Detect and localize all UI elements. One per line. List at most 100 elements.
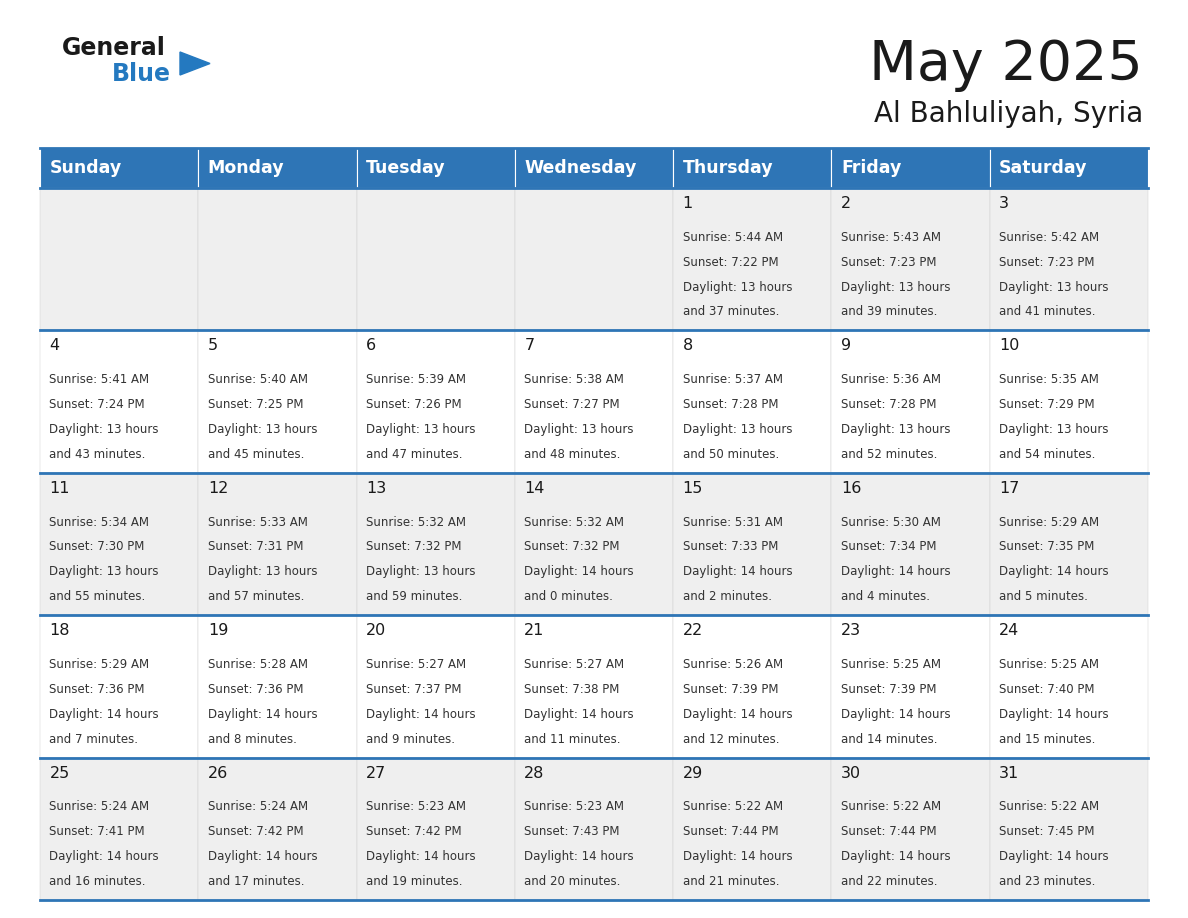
Text: Sunrise: 5:23 AM: Sunrise: 5:23 AM [366,800,466,813]
Text: Sunset: 7:43 PM: Sunset: 7:43 PM [524,825,620,838]
Text: and 9 minutes.: and 9 minutes. [366,733,455,745]
Text: Sunrise: 5:25 AM: Sunrise: 5:25 AM [841,658,941,671]
Text: 18: 18 [50,623,70,638]
Text: Sunrise: 5:44 AM: Sunrise: 5:44 AM [683,230,783,243]
Text: Daylight: 14 hours: Daylight: 14 hours [683,850,792,863]
Bar [356,188,514,330]
Text: and 50 minutes.: and 50 minutes. [683,448,779,461]
Text: Sunset: 7:39 PM: Sunset: 7:39 PM [683,683,778,696]
Text: Sunrise: 5:24 AM: Sunrise: 5:24 AM [50,800,150,813]
Bar [198,330,356,473]
Text: Daylight: 13 hours: Daylight: 13 hours [841,423,950,436]
Bar [832,148,990,188]
Text: Sunrise: 5:35 AM: Sunrise: 5:35 AM [999,373,1099,386]
Text: Sunset: 7:28 PM: Sunset: 7:28 PM [683,398,778,411]
Text: and 59 minutes.: and 59 minutes. [366,590,462,603]
Text: Sunrise: 5:22 AM: Sunrise: 5:22 AM [999,800,1099,813]
Text: 11: 11 [50,481,70,496]
Text: 2: 2 [841,196,851,211]
Text: Sunset: 7:31 PM: Sunset: 7:31 PM [208,541,303,554]
Text: Sunset: 7:33 PM: Sunset: 7:33 PM [683,541,778,554]
Text: 6: 6 [366,339,377,353]
Text: Sunset: 7:36 PM: Sunset: 7:36 PM [208,683,303,696]
Bar [198,473,356,615]
Bar [514,148,674,188]
Text: 22: 22 [683,623,703,638]
Text: 9: 9 [841,339,851,353]
Text: Daylight: 14 hours: Daylight: 14 hours [841,708,950,721]
Text: Sunset: 7:29 PM: Sunset: 7:29 PM [999,398,1095,411]
Text: and 15 minutes.: and 15 minutes. [999,733,1095,745]
Bar [990,148,1148,188]
Bar [356,473,514,615]
Bar [674,615,832,757]
Bar [514,188,674,330]
Text: Daylight: 14 hours: Daylight: 14 hours [683,565,792,578]
Text: 10: 10 [999,339,1019,353]
Text: Sunrise: 5:34 AM: Sunrise: 5:34 AM [50,516,150,529]
Text: General: General [62,36,166,60]
Text: 27: 27 [366,766,386,780]
Text: Sunset: 7:45 PM: Sunset: 7:45 PM [999,825,1094,838]
Text: and 7 minutes.: and 7 minutes. [50,733,139,745]
Text: Daylight: 14 hours: Daylight: 14 hours [999,850,1108,863]
Bar [832,757,990,900]
Text: 30: 30 [841,766,861,780]
Text: Sunrise: 5:41 AM: Sunrise: 5:41 AM [50,373,150,386]
Text: 29: 29 [683,766,703,780]
Text: and 45 minutes.: and 45 minutes. [208,448,304,461]
Text: 19: 19 [208,623,228,638]
Text: Sunrise: 5:24 AM: Sunrise: 5:24 AM [208,800,308,813]
Text: Daylight: 13 hours: Daylight: 13 hours [841,281,950,294]
Text: Daylight: 13 hours: Daylight: 13 hours [366,565,475,578]
Text: 12: 12 [208,481,228,496]
Text: Daylight: 14 hours: Daylight: 14 hours [999,565,1108,578]
Text: Daylight: 14 hours: Daylight: 14 hours [999,708,1108,721]
Bar [40,757,198,900]
Text: Sunrise: 5:40 AM: Sunrise: 5:40 AM [208,373,308,386]
Text: May 2025: May 2025 [870,38,1143,92]
Text: Sunrise: 5:33 AM: Sunrise: 5:33 AM [208,516,308,529]
Text: Daylight: 14 hours: Daylight: 14 hours [50,708,159,721]
Text: and 23 minutes.: and 23 minutes. [999,875,1095,888]
Text: Sunrise: 5:32 AM: Sunrise: 5:32 AM [366,516,466,529]
Text: Sunset: 7:42 PM: Sunset: 7:42 PM [208,825,303,838]
Text: and 8 minutes.: and 8 minutes. [208,733,297,745]
Bar [674,330,832,473]
Bar [832,188,990,330]
Text: Sunset: 7:30 PM: Sunset: 7:30 PM [50,541,145,554]
Bar [832,473,990,615]
Text: Sunrise: 5:22 AM: Sunrise: 5:22 AM [683,800,783,813]
Text: and 37 minutes.: and 37 minutes. [683,306,779,319]
Text: and 39 minutes.: and 39 minutes. [841,306,937,319]
Text: and 41 minutes.: and 41 minutes. [999,306,1095,319]
Bar [990,330,1148,473]
Text: Thursday: Thursday [683,159,773,177]
Text: 1: 1 [683,196,693,211]
Text: and 17 minutes.: and 17 minutes. [208,875,304,888]
Text: Sunrise: 5:37 AM: Sunrise: 5:37 AM [683,373,783,386]
Text: Daylight: 13 hours: Daylight: 13 hours [366,423,475,436]
Text: Daylight: 14 hours: Daylight: 14 hours [841,850,950,863]
Text: Sunrise: 5:25 AM: Sunrise: 5:25 AM [999,658,1099,671]
Bar [832,330,990,473]
Text: 28: 28 [524,766,545,780]
Text: Daylight: 13 hours: Daylight: 13 hours [999,423,1108,436]
Bar [40,330,198,473]
Text: Sunset: 7:26 PM: Sunset: 7:26 PM [366,398,462,411]
Bar [356,148,514,188]
Text: Sunset: 7:36 PM: Sunset: 7:36 PM [50,683,145,696]
Text: Sunrise: 5:36 AM: Sunrise: 5:36 AM [841,373,941,386]
Text: Sunset: 7:23 PM: Sunset: 7:23 PM [841,255,936,269]
Bar [674,188,832,330]
Text: Daylight: 13 hours: Daylight: 13 hours [999,281,1108,294]
Text: and 48 minutes.: and 48 minutes. [524,448,620,461]
Text: 14: 14 [524,481,545,496]
Bar [198,757,356,900]
Text: Daylight: 14 hours: Daylight: 14 hours [50,850,159,863]
Bar [40,148,198,188]
Text: Sunrise: 5:42 AM: Sunrise: 5:42 AM [999,230,1099,243]
Bar [40,188,198,330]
Text: Sunset: 7:38 PM: Sunset: 7:38 PM [524,683,620,696]
Text: and 52 minutes.: and 52 minutes. [841,448,937,461]
